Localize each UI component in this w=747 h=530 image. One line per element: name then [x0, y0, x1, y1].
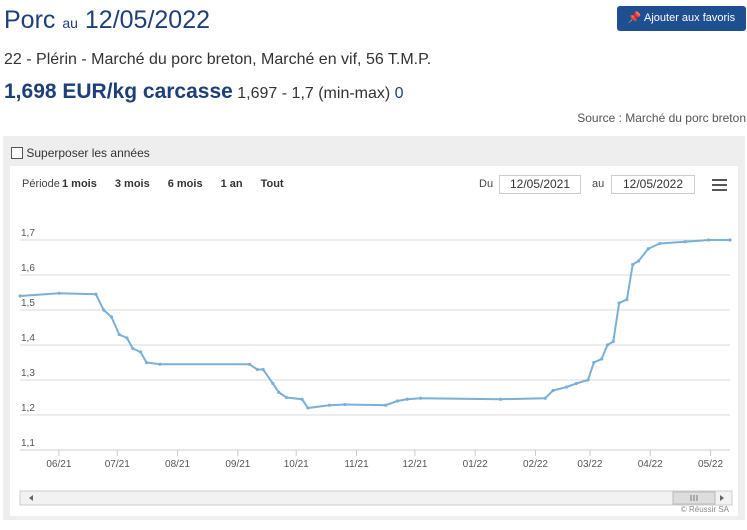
y-tick-label: 1,7 [21, 228, 35, 239]
period-button[interactable]: 6 mois [167, 178, 203, 190]
x-tick-label: 10/21 [284, 459, 309, 470]
point [384, 403, 388, 407]
period-button[interactable]: 1 mois [62, 178, 97, 190]
minmax: 1,697 - 1,7 (min-max) [237, 85, 391, 102]
y-tick-label: 1,1 [21, 438, 35, 449]
x-tick-label: 04/22 [638, 459, 663, 470]
subtitle: 22 - Plérin - Marché du porc breton, Mar… [4, 51, 432, 68]
point [631, 262, 635, 267]
point [707, 238, 711, 242]
point [139, 350, 143, 354]
au: au [62, 15, 78, 31]
point [57, 291, 61, 295]
point [625, 297, 629, 302]
menu-button[interactable] [712, 179, 727, 191]
point [419, 396, 423, 400]
point [343, 402, 347, 407]
point [728, 238, 732, 242]
period-label: Période [22, 178, 60, 190]
point [611, 339, 615, 344]
point [94, 292, 98, 296]
to-input[interactable]: 12/05/2022 [611, 175, 695, 194]
point [600, 357, 604, 361]
point [395, 399, 399, 403]
point [102, 308, 106, 312]
x-tick-label: 01/22 [463, 459, 488, 470]
from-input[interactable]: 12/05/2021 [499, 175, 581, 194]
point [543, 396, 547, 400]
point [586, 378, 590, 382]
point [255, 367, 259, 372]
point [592, 360, 596, 365]
period-button[interactable]: Tout [260, 178, 284, 190]
price: 1,698 EUR/kg carcasse [4, 80, 233, 103]
price-line: 1,698 EUR/kg carcasse 1,697 - 1,7 (min-m… [4, 80, 404, 104]
favorite-button[interactable]: 📌 Ajouter aux favoris [617, 6, 746, 31]
x-tick-label: 02/22 [523, 459, 548, 470]
point [18, 294, 22, 298]
point [247, 362, 252, 366]
x-tick-label: 03/22 [577, 459, 602, 470]
point [405, 397, 409, 401]
point [261, 367, 265, 372]
point [271, 381, 275, 386]
period-button[interactable]: 3 mois [114, 178, 150, 190]
title: Porc [4, 6, 56, 34]
point [327, 403, 331, 407]
x-tick-label: 05/22 [698, 459, 723, 470]
point [158, 362, 162, 366]
point [646, 247, 650, 251]
point [617, 301, 621, 305]
x-tick-label: 06/21 [46, 459, 71, 470]
point [636, 259, 641, 263]
x-tick-label: 12/21 [402, 459, 427, 470]
point [565, 385, 569, 389]
y-tick-label: 1,6 [21, 263, 35, 274]
point [144, 360, 149, 365]
point [284, 395, 289, 400]
x-tick-label: 09/21 [225, 459, 250, 470]
point [683, 240, 687, 244]
point [551, 388, 555, 393]
chart-box [10, 166, 738, 516]
from-label: Du [479, 178, 494, 190]
scrollbar[interactable] [19, 490, 733, 506]
y-tick-label: 1,5 [21, 298, 35, 309]
point [574, 381, 578, 386]
y-tick-label: 1,3 [21, 368, 35, 379]
point [498, 397, 503, 401]
point [658, 241, 662, 246]
date: 12/05/2022 [84, 6, 211, 34]
period-button[interactable]: 1 an [220, 178, 243, 190]
scroll-grip [690, 495, 698, 501]
y-tick-label: 1,2 [21, 403, 35, 414]
point [117, 332, 121, 337]
point [109, 315, 114, 319]
point [605, 343, 610, 347]
x-tick-label: 11/21 [344, 459, 369, 470]
favorite-label: Ajouter aux favoris [644, 12, 736, 24]
point [300, 397, 304, 401]
point [125, 336, 129, 340]
change: 0 [394, 85, 404, 102]
point [277, 390, 281, 394]
x-tick-label: 08/21 [165, 459, 190, 470]
overlay-label: Superposer les années [26, 146, 150, 160]
credit: © Réussir SA [681, 505, 730, 514]
price-line [19, 239, 730, 410]
to-label: au [592, 178, 605, 190]
header: Porc au 12/05/2022 [4, 6, 210, 35]
point [131, 346, 135, 351]
source: Source : Marché du porc breton [577, 111, 746, 125]
period-buttons: 1 mois 3 mois 6 mois 1 an Tout [62, 178, 302, 190]
x-tick-label: 07/21 [105, 459, 130, 470]
y-tick-label: 1,4 [21, 333, 35, 344]
point [306, 406, 310, 410]
overlay-checkbox[interactable]: Superposer les années [11, 146, 150, 160]
